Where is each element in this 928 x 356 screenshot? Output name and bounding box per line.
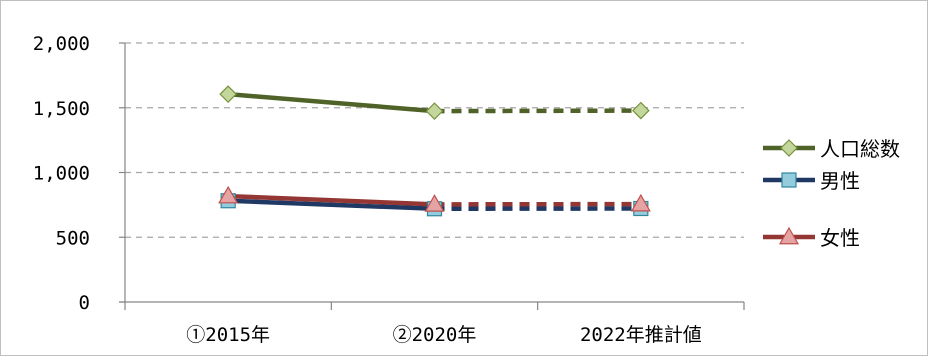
y-tick-label: 2,000 — [33, 33, 90, 55]
legend-item: 人口総数 — [763, 137, 900, 161]
series-segment-projected — [434, 108, 641, 114]
legend-item: 女性 — [763, 226, 860, 250]
legend-swatch-marker — [780, 139, 798, 157]
y-tick-label: 500 — [56, 227, 90, 249]
x-tick-label: ①2015年 — [186, 324, 270, 346]
data-point-triangle — [424, 194, 445, 212]
y-tick-label: 1,000 — [33, 163, 90, 185]
series-segment — [225, 193, 437, 207]
series-lines — [225, 91, 641, 212]
x-tick-label: ②2020年 — [393, 324, 477, 346]
data-point-triangle — [218, 185, 239, 204]
legend-label: 男性 — [820, 169, 860, 193]
data-point-diamond — [425, 102, 444, 120]
data-point-diamond — [631, 101, 650, 120]
legend-item: 男性 — [763, 169, 860, 193]
data-point-triangle — [630, 193, 651, 212]
legend-label: 女性 — [820, 226, 860, 250]
y-tick-label: 0 — [79, 292, 90, 314]
y-tick-label: 1,500 — [33, 98, 90, 120]
data-point-diamond — [219, 85, 238, 104]
x-tick-label: 2022年推計値 — [580, 324, 702, 346]
legend-swatch-marker — [781, 172, 797, 188]
series-markers — [218, 85, 651, 217]
series-segment — [225, 91, 437, 114]
series-segment — [225, 198, 437, 212]
legend-swatch-marker — [778, 226, 800, 245]
axes: 0 500 1,000 1,500 2,000 ①2015年 ②2020年 2022年推計値 — [33, 33, 745, 346]
legend-label: 人口総数 — [820, 137, 900, 161]
